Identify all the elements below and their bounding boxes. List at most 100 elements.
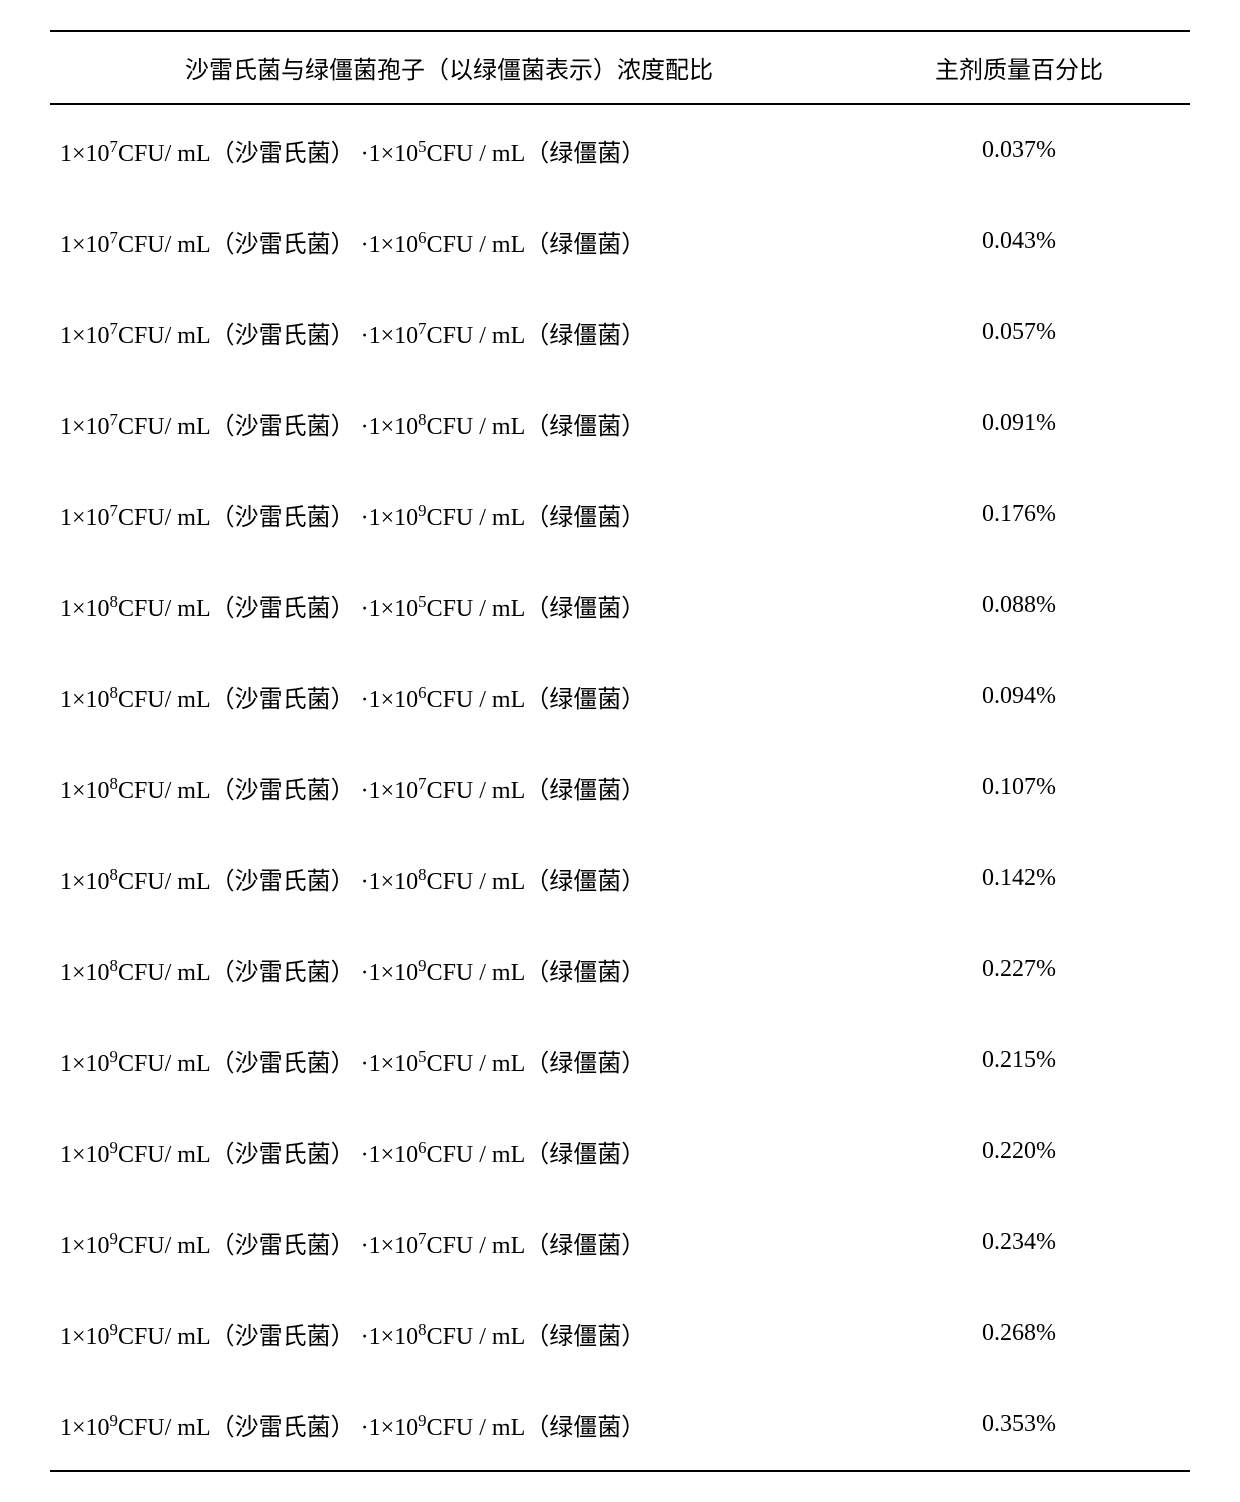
label-metarhizium: （绿僵菌） [525,778,645,804]
pct-cell: 0.142% [848,833,1190,924]
ratio-cell: 1×108CFU/ mL（沙雷氏菌） ·1×107CFU / mL（绿僵菌） [50,742,848,833]
label-serratia: （沙雷氏菌） [211,960,355,986]
one-times-ten: 1×10 [369,323,419,349]
exponent-1: 8 [110,592,118,611]
table-row: 1×107CFU/ mL（沙雷氏菌） ·1×105CFU / mL（绿僵菌）0.… [50,104,1190,196]
table-row: 1×109CFU/ mL（沙雷氏菌） ·1×105CFU / mL（绿僵菌）0.… [50,1015,1190,1106]
ratio-cell: 1×108CFU/ mL（沙雷氏菌） ·1×106CFU / mL（绿僵菌） [50,651,848,742]
separator-dot: · [361,323,369,349]
one-times-ten: 1×10 [60,505,110,531]
label-serratia: （沙雷氏菌） [211,505,355,531]
exponent-1: 7 [110,319,118,338]
exponent-2: 6 [418,1138,426,1157]
column-header-ratio: 沙雷氏菌与绿僵菌孢子（以绿僵菌表示）浓度配比 [50,31,848,104]
exponent-2: 8 [418,1320,426,1339]
label-serratia: （沙雷氏菌） [211,687,355,713]
ratio-cell: 1×109CFU/ mL（沙雷氏菌） ·1×107CFU / mL（绿僵菌） [50,1197,848,1288]
label-metarhizium: （绿僵菌） [525,1324,645,1350]
table-row: 1×108CFU/ mL（沙雷氏菌） ·1×109CFU / mL（绿僵菌）0.… [50,924,1190,1015]
separator-dot: · [361,232,369,258]
label-metarhizium: （绿僵菌） [525,414,645,440]
unit-cfu-ml: CFU/ mL [118,596,211,622]
table-header-row: 沙雷氏菌与绿僵菌孢子（以绿僵菌表示）浓度配比 主剂质量百分比 [50,31,1190,104]
exponent-1: 8 [110,683,118,702]
ratio-cell: 1×109CFU/ mL（沙雷氏菌） ·1×108CFU / mL（绿僵菌） [50,1288,848,1379]
exponent-1: 7 [110,137,118,156]
separator-dot: · [361,1324,369,1350]
exponent-2: 5 [418,1047,426,1066]
exponent-1: 9 [110,1229,118,1248]
separator-dot: · [361,141,369,167]
separator-dot: · [361,1233,369,1259]
pct-cell: 0.107% [848,742,1190,833]
pct-cell: 0.057% [848,287,1190,378]
table-row: 1×108CFU/ mL（沙雷氏菌） ·1×106CFU / mL（绿僵菌）0.… [50,651,1190,742]
one-times-ten: 1×10 [369,778,419,804]
unit-cfu-ml: CFU / mL [427,1415,526,1441]
exponent-1: 7 [110,410,118,429]
label-metarhizium: （绿僵菌） [525,687,645,713]
separator-dot: · [361,414,369,440]
unit-cfu-ml: CFU / mL [427,505,526,531]
table-row: 1×107CFU/ mL（沙雷氏菌） ·1×108CFU / mL（绿僵菌）0.… [50,378,1190,469]
label-serratia: （沙雷氏菌） [211,1142,355,1168]
label-serratia: （沙雷氏菌） [211,1051,355,1077]
unit-cfu-ml: CFU/ mL [118,960,211,986]
one-times-ten: 1×10 [60,687,110,713]
one-times-ten: 1×10 [369,960,419,986]
one-times-ten: 1×10 [369,414,419,440]
exponent-2: 9 [418,956,426,975]
pct-cell: 0.043% [848,196,1190,287]
separator-dot: · [361,687,369,713]
exponent-1: 8 [110,865,118,884]
unit-cfu-ml: CFU / mL [427,960,526,986]
table-row: 1×109CFU/ mL（沙雷氏菌） ·1×109CFU / mL（绿僵菌）0.… [50,1379,1190,1471]
separator-dot: · [361,1415,369,1441]
ratio-cell: 1×107CFU/ mL（沙雷氏菌） ·1×108CFU / mL（绿僵菌） [50,378,848,469]
label-serratia: （沙雷氏菌） [211,232,355,258]
one-times-ten: 1×10 [60,1324,110,1350]
unit-cfu-ml: CFU/ mL [118,1415,211,1441]
ratio-cell: 1×109CFU/ mL（沙雷氏菌） ·1×109CFU / mL（绿僵菌） [50,1379,848,1471]
table-row: 1×107CFU/ mL（沙雷氏菌） ·1×106CFU / mL（绿僵菌）0.… [50,196,1190,287]
unit-cfu-ml: CFU / mL [427,596,526,622]
table-row: 1×107CFU/ mL（沙雷氏菌） ·1×107CFU / mL（绿僵菌）0.… [50,287,1190,378]
exponent-2: 9 [418,501,426,520]
exponent-2: 6 [418,683,426,702]
pct-cell: 0.215% [848,1015,1190,1106]
pct-cell: 0.091% [848,378,1190,469]
label-metarhizium: （绿僵菌） [525,960,645,986]
one-times-ten: 1×10 [60,1233,110,1259]
ratio-cell: 1×108CFU/ mL（沙雷氏菌） ·1×108CFU / mL（绿僵菌） [50,833,848,924]
one-times-ten: 1×10 [60,1415,110,1441]
exponent-2: 7 [418,1229,426,1248]
exponent-2: 6 [418,228,426,247]
label-metarhizium: （绿僵菌） [525,232,645,258]
unit-cfu-ml: CFU/ mL [118,1051,211,1077]
one-times-ten: 1×10 [369,141,419,167]
one-times-ten: 1×10 [369,1233,419,1259]
table-body: 1×107CFU/ mL（沙雷氏菌） ·1×105CFU / mL（绿僵菌）0.… [50,104,1190,1471]
one-times-ten: 1×10 [60,141,110,167]
one-times-ten: 1×10 [60,960,110,986]
label-serratia: （沙雷氏菌） [211,414,355,440]
one-times-ten: 1×10 [60,1142,110,1168]
label-serratia: （沙雷氏菌） [211,869,355,895]
label-metarhizium: （绿僵菌） [525,141,645,167]
label-serratia: （沙雷氏菌） [211,141,355,167]
exponent-1: 9 [110,1138,118,1157]
exponent-2: 8 [418,410,426,429]
one-times-ten: 1×10 [369,1415,419,1441]
one-times-ten: 1×10 [60,414,110,440]
exponent-2: 7 [418,319,426,338]
pct-cell: 0.037% [848,104,1190,196]
unit-cfu-ml: CFU / mL [427,778,526,804]
unit-cfu-ml: CFU/ mL [118,1324,211,1350]
one-times-ten: 1×10 [369,232,419,258]
separator-dot: · [361,1051,369,1077]
table-row: 1×109CFU/ mL（沙雷氏菌） ·1×106CFU / mL（绿僵菌）0.… [50,1106,1190,1197]
ratio-cell: 1×109CFU/ mL（沙雷氏菌） ·1×106CFU / mL（绿僵菌） [50,1106,848,1197]
one-times-ten: 1×10 [369,1142,419,1168]
one-times-ten: 1×10 [60,869,110,895]
separator-dot: · [361,1142,369,1168]
